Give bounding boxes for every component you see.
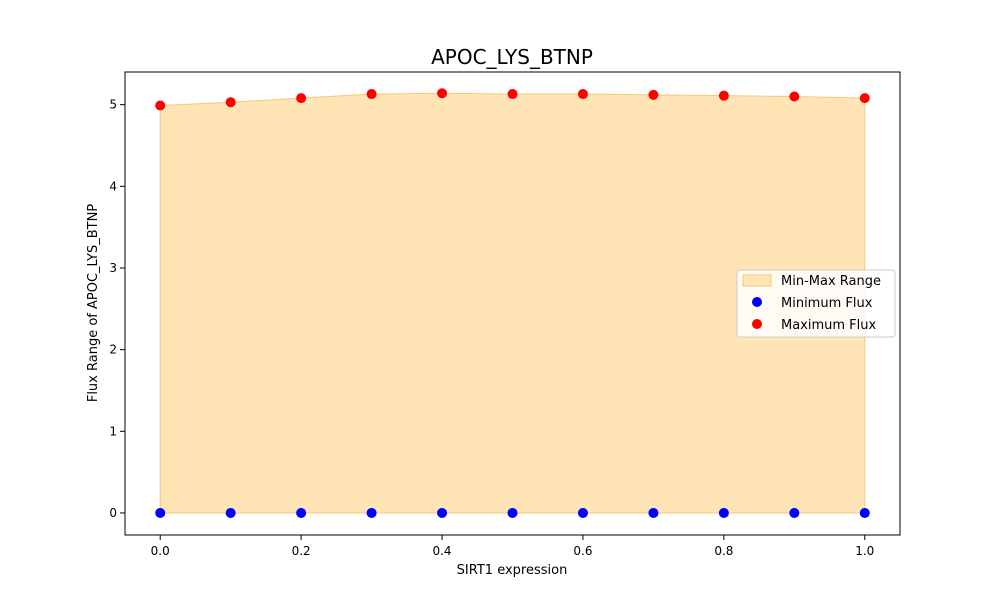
x-tick-label: 0.8 bbox=[714, 544, 733, 558]
maximum-flux-point bbox=[577, 89, 588, 100]
minimum-flux-points bbox=[155, 507, 870, 518]
minimum-flux-point bbox=[155, 507, 166, 518]
x-axis-ticks: 0.0 0.2 0.4 0.6 0.8 1.0 bbox=[151, 535, 874, 558]
y-tick-label: 2 bbox=[109, 343, 117, 357]
axes-frame bbox=[124, 71, 901, 536]
y-tick-label: 0 bbox=[109, 506, 117, 520]
minimum-flux-point bbox=[507, 507, 518, 518]
chart-title: APOC_LYS_BTNP bbox=[431, 45, 593, 69]
y-axis-label: Flux Range of APOC_LYS_BTNP bbox=[86, 204, 101, 402]
legend-label-maximum-flux: Maximum Flux bbox=[781, 318, 877, 333]
x-tick-label: 1.0 bbox=[855, 544, 874, 558]
legend-marker-maximum-flux bbox=[752, 319, 762, 329]
y-axis-ticks: 0 1 2 3 4 5 bbox=[109, 98, 125, 520]
legend-label-minimum-flux: Minimum Flux bbox=[781, 296, 873, 311]
minimum-flux-point bbox=[859, 507, 870, 518]
maximum-flux-point bbox=[859, 93, 870, 104]
x-tick-label: 0.4 bbox=[432, 544, 451, 558]
maximum-flux-point bbox=[648, 89, 659, 100]
minimum-flux-point bbox=[366, 507, 377, 518]
maximum-flux-point bbox=[155, 100, 166, 111]
y-tick-label: 3 bbox=[109, 261, 117, 275]
maximum-flux-point bbox=[225, 97, 236, 108]
maximum-flux-points bbox=[155, 88, 870, 111]
x-axis-label: SIRT1 expression bbox=[457, 563, 568, 578]
plot-area bbox=[155, 88, 870, 518]
x-tick-label: 0.6 bbox=[573, 544, 592, 558]
legend-label-min-max-range: Min-Max Range bbox=[781, 274, 881, 289]
minimum-flux-point bbox=[648, 507, 659, 518]
maximum-flux-point bbox=[296, 93, 307, 104]
maximum-flux-point bbox=[718, 90, 729, 101]
maximum-flux-point bbox=[437, 88, 448, 99]
legend: Min-Max Range Minimum Flux Maximum Flux bbox=[736, 269, 896, 338]
maximum-flux-point bbox=[507, 89, 518, 100]
minimum-flux-point bbox=[225, 507, 236, 518]
minimum-flux-point bbox=[718, 507, 729, 518]
x-tick-label: 0.0 bbox=[151, 544, 170, 558]
minimum-flux-point bbox=[577, 507, 588, 518]
y-tick-label: 1 bbox=[109, 424, 117, 438]
x-tick-label: 0.2 bbox=[292, 544, 311, 558]
minimum-flux-point bbox=[437, 507, 448, 518]
legend-swatch-min-max-range bbox=[742, 274, 772, 287]
y-tick-label: 4 bbox=[109, 179, 117, 193]
maximum-flux-point bbox=[366, 89, 377, 100]
y-tick-label: 5 bbox=[109, 98, 117, 112]
legend-marker-minimum-flux bbox=[752, 297, 762, 307]
minimum-flux-point bbox=[296, 507, 307, 518]
maximum-flux-point bbox=[789, 91, 800, 102]
minimum-flux-point bbox=[789, 507, 800, 518]
legend-box bbox=[736, 269, 896, 338]
